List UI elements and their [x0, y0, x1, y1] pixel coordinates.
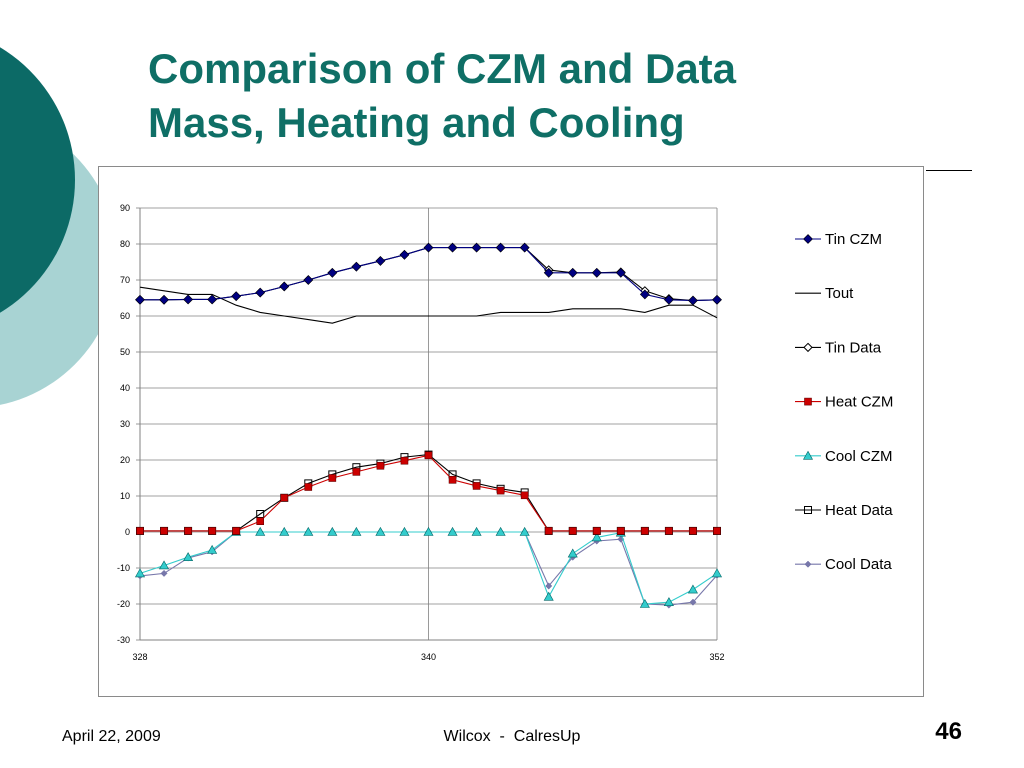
title-line-2: Mass, Heating and Cooling [148, 99, 685, 146]
data-point-heat-czm [714, 527, 721, 534]
data-point-tin-czm [352, 262, 361, 271]
data-point-heat-czm [569, 527, 576, 534]
data-point-tin-czm [256, 288, 265, 297]
data-point-cool-czm [568, 549, 577, 557]
y-tick-label: 50 [120, 347, 130, 357]
data-point-tin-czm [713, 295, 722, 304]
legend-label-tout: Tout [825, 285, 854, 302]
data-point-tin-czm [568, 268, 577, 277]
legend-marker-tin-data [804, 343, 812, 351]
data-point-heat-czm [329, 475, 336, 482]
y-tick-label: -10 [117, 563, 130, 573]
data-point-heat-czm [665, 527, 672, 534]
data-point-heat-czm [281, 494, 288, 501]
data-point-tin-czm [160, 295, 169, 304]
data-point-cool-czm [713, 569, 722, 577]
data-point-heat-czm [545, 527, 552, 534]
data-point-heat-czm [473, 482, 480, 489]
x-tick-label: 328 [132, 652, 147, 662]
data-point-tin-czm [664, 295, 673, 304]
data-point-heat-czm [425, 452, 432, 459]
data-point-tin-czm [496, 243, 505, 252]
data-point-heat-czm [401, 457, 408, 464]
data-point-heat-czm [377, 462, 384, 469]
data-point-heat-czm [353, 468, 360, 475]
slide-number: 46 [935, 718, 962, 746]
legend-label-heat-data: Heat Data [825, 502, 893, 519]
data-point-heat-czm [233, 527, 240, 534]
data-point-tin-czm [400, 250, 409, 259]
chart-frame: -30 -20 -10 0 10 20 30 40 50 60 70 80 90 328 340 352 Tin… [98, 166, 924, 697]
data-point-cool-czm [688, 585, 697, 593]
data-point-heat-czm [209, 527, 216, 534]
legend-label-cool-czm: Cool CZM [825, 448, 893, 465]
data-point-tin-czm [592, 268, 601, 277]
data-point-tin-czm [280, 282, 289, 291]
data-point-heat-czm [161, 527, 168, 534]
y-tick-label: 60 [120, 311, 130, 321]
y-tick-label: -20 [117, 599, 130, 609]
legend-label-cool-data: Cool Data [825, 556, 892, 573]
data-point-heat-czm [641, 527, 648, 534]
data-point-heat-czm [617, 527, 624, 534]
title-rule [926, 170, 972, 171]
data-point-heat-czm [689, 527, 696, 534]
x-tick-label: 340 [421, 652, 436, 662]
data-point-heat-czm [137, 527, 144, 534]
legend-marker-cool-data [805, 561, 811, 567]
y-tick-label: 40 [120, 383, 130, 393]
y-tick-label: 30 [120, 419, 130, 429]
data-point-cool-czm [664, 598, 673, 606]
legend-label-tin-czm: Tin CZM [825, 231, 882, 248]
y-tick-label: 80 [120, 239, 130, 249]
data-point-tin-czm [472, 243, 481, 252]
data-point-tin-czm [232, 292, 241, 301]
data-point-tin-czm [136, 295, 145, 304]
data-point-cool-data [161, 570, 167, 576]
legend-marker-tin-czm [804, 235, 813, 244]
data-point-tin-czm [424, 243, 433, 252]
y-tick-label: 90 [120, 203, 130, 213]
data-point-tin-czm [184, 295, 193, 304]
x-tick-label: 352 [709, 652, 724, 662]
line-chart: -30 -20 -10 0 10 20 30 40 50 60 70 80 90 328 340 352 Tin… [99, 167, 923, 696]
title-line-1: Comparison of CZM and Data [148, 45, 736, 92]
y-tick-label: 70 [120, 275, 130, 285]
y-tick-label: 0 [125, 527, 130, 537]
data-point-heat-czm [185, 527, 192, 534]
data-point-heat-czm [521, 492, 528, 499]
data-point-tin-czm [304, 276, 313, 285]
data-point-heat-czm [257, 518, 264, 525]
data-point-tin-czm [328, 268, 337, 277]
legend-label-tin-data: Tin Data [825, 339, 882, 356]
data-point-heat-czm [593, 527, 600, 534]
y-tick-label: 10 [120, 491, 130, 501]
data-point-tin-czm [688, 296, 697, 305]
data-point-heat-czm [305, 484, 312, 491]
footer-presenter: Wilcox - CalresUp [0, 728, 1024, 746]
data-point-tin-czm [448, 243, 457, 252]
data-point-heat-czm [449, 476, 456, 483]
data-point-tin-czm [376, 256, 385, 265]
data-point-cool-czm [544, 592, 553, 600]
data-point-cool-czm [160, 561, 169, 569]
legend-marker-heat-czm [805, 398, 812, 405]
legend-label-heat-czm: Heat CZM [825, 394, 893, 411]
data-point-heat-czm [497, 487, 504, 494]
y-tick-label: -30 [117, 635, 130, 645]
y-tick-label: 20 [120, 455, 130, 465]
slide-title: Comparison of CZM and Data Mass, Heating… [148, 42, 968, 150]
